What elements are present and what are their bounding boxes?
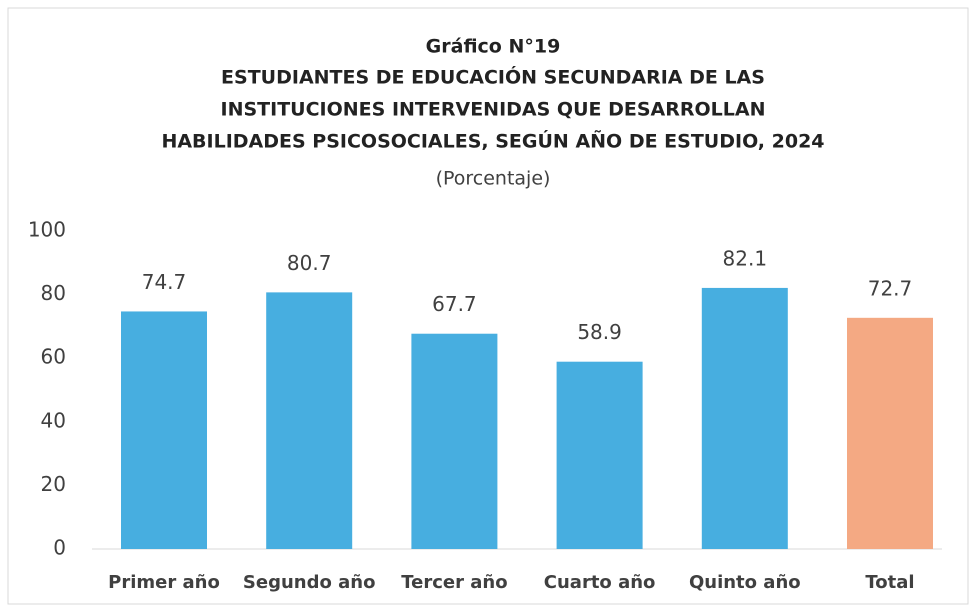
chart-title: INSTITUCIONES INTERVENIDAS QUE DESARROLL… bbox=[221, 99, 766, 121]
data-label: 80.7 bbox=[287, 251, 332, 275]
y-tick-label: 20 bbox=[41, 472, 66, 496]
data-label: 74.7 bbox=[142, 270, 187, 294]
y-tick-label: 60 bbox=[41, 345, 66, 369]
bar bbox=[701, 287, 788, 549]
y-tick-label: 40 bbox=[41, 408, 66, 432]
bar bbox=[121, 311, 207, 549]
y-tick-label: 100 bbox=[28, 218, 66, 242]
data-label: 82.1 bbox=[723, 246, 768, 270]
data-label: 72.7 bbox=[868, 276, 913, 300]
data-label: 67.7 bbox=[432, 292, 477, 316]
y-tick-label: 0 bbox=[53, 536, 66, 560]
x-tick-label: Total bbox=[865, 572, 914, 593]
chart-title: ESTUDIANTES DE EDUCACIÓN SECUNDARIA DE L… bbox=[221, 65, 765, 89]
x-tick-label: Tercer año bbox=[401, 572, 507, 593]
x-tick-label: Quinto año bbox=[689, 572, 801, 593]
bar bbox=[556, 361, 643, 549]
x-tick-label: Segundo año bbox=[243, 572, 376, 593]
x-tick-label: Primer año bbox=[108, 572, 220, 593]
bar bbox=[411, 333, 498, 549]
x-tick-label: Cuarto año bbox=[544, 572, 656, 593]
bar bbox=[266, 292, 353, 549]
y-tick-label: 80 bbox=[41, 281, 66, 305]
chart-title: Gráfico N°19 bbox=[426, 36, 561, 58]
bar bbox=[847, 317, 933, 549]
data-label: 58.9 bbox=[577, 320, 622, 344]
chart-subtitle: (Porcentaje) bbox=[436, 168, 551, 190]
chart-title: HABILIDADES PSICOSOCIALES, SEGÚN AÑO DE … bbox=[161, 129, 824, 153]
